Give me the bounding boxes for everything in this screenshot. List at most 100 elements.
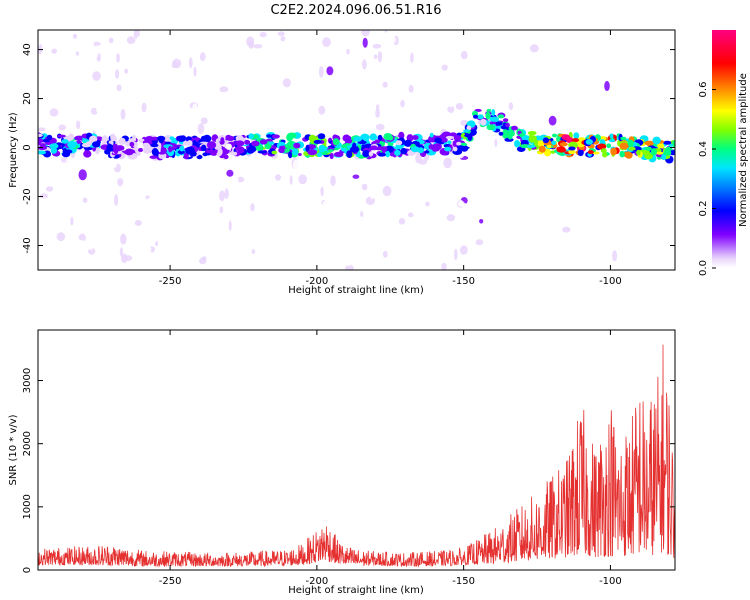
spectrogram-band-blob xyxy=(57,134,66,138)
spectrogram-band-blob xyxy=(577,149,584,157)
spectrogram-noise-blob xyxy=(318,66,324,78)
spectrogram-noise-blob xyxy=(123,218,133,223)
spectrogram-noise-blob xyxy=(45,186,54,192)
spectrogram-noise-blob xyxy=(188,57,193,69)
spectrogram-band-blob xyxy=(619,150,625,158)
spectrogram-x-tick-labels: -250 -200 -150 -100 xyxy=(159,276,622,287)
spectrogram-noise-blob xyxy=(199,257,207,265)
spectrogram-noise-blob xyxy=(43,164,49,171)
spectrogram-frame xyxy=(37,29,676,271)
spectrogram-noise-blob xyxy=(86,200,91,207)
spectrogram-band-blob xyxy=(168,145,173,153)
spectrogram-noise-blob xyxy=(441,175,448,183)
spectrogram-band-blob xyxy=(288,151,293,159)
spectrogram-noise-blob xyxy=(114,39,119,48)
spectrogram-noise-blob xyxy=(379,239,387,249)
colorbar: 0.0 0.2 0.4 0.6 Normalized spectral amplitu… xyxy=(698,30,749,276)
spectrogram-noise-blob xyxy=(198,30,206,43)
spectrogram-band-blob xyxy=(568,149,576,155)
spectrogram-noise-blob xyxy=(449,171,458,178)
snr-x-tick-label: -100 xyxy=(599,576,622,587)
spectrogram-band-blob xyxy=(268,141,275,145)
spectrogram-band-blob xyxy=(453,135,462,141)
spectrogram-noise-blob xyxy=(215,32,221,40)
spectrogram-band-blob xyxy=(106,144,114,152)
spectrogram-noise-blob xyxy=(367,84,375,94)
spectrogram-band-blob xyxy=(342,134,351,142)
spectrogram-noise-blob xyxy=(94,181,98,193)
spectrogram-noise-blob xyxy=(82,197,88,203)
spectrogram-band-blob xyxy=(255,144,264,152)
spectrogram-band-blob xyxy=(661,153,667,161)
spectrogram-band-blob xyxy=(377,153,386,157)
spectrogram-noise-blob xyxy=(318,175,327,181)
spectrogram-noise-blob xyxy=(320,186,324,197)
spectrogram-noise-blob xyxy=(261,97,265,103)
spectrogram-band-blob xyxy=(67,140,77,149)
spectrogram-x-axis-label: Height of straight line (km) xyxy=(288,285,424,296)
spectrogram-noise-blob xyxy=(84,230,92,238)
spectrogram-noise-blob xyxy=(562,226,571,233)
spectrogram-noise-blob xyxy=(117,177,124,187)
spectrogram-noise-blob xyxy=(459,58,465,69)
spectrogram-noise-blob xyxy=(58,124,66,131)
spectrogram-noise-blob xyxy=(38,43,43,55)
spectrogram-noise-blob xyxy=(389,219,394,228)
spectrogram-band-blob xyxy=(400,147,408,155)
spectrogram-noise-blob xyxy=(248,41,254,49)
spectrogram-noise-blob xyxy=(78,169,87,181)
spectrogram-band-blob xyxy=(278,147,285,153)
spectrogram-noise-blob xyxy=(391,241,395,246)
spectrogram-band-blob xyxy=(498,131,504,136)
spectrogram-band-blob xyxy=(587,150,594,155)
spectrogram-noise-blob xyxy=(470,168,479,181)
spectrogram-band-blob xyxy=(650,148,657,156)
spectrogram-band-blob xyxy=(149,155,158,159)
spectrogram-noise-blob xyxy=(199,52,206,62)
spectrogram-noise-blob xyxy=(148,165,157,175)
spectrogram-noise-blob xyxy=(99,166,104,173)
spectrogram-noise-blob xyxy=(219,190,225,202)
spectrogram-noise-blob xyxy=(578,48,586,58)
spectrogram-noise-blob xyxy=(265,111,272,117)
spectrogram-noise-blob xyxy=(168,32,176,41)
spectrogram-noise-blob xyxy=(120,108,126,120)
spectrogram-band-blob xyxy=(352,142,357,151)
spectrogram-noise-blob xyxy=(110,116,116,126)
spectrogram-noise-blob xyxy=(141,102,147,113)
spectrogram-band-blob xyxy=(485,111,491,120)
spectrogram-noise-blob xyxy=(107,30,114,40)
spectrogram-noise-blob xyxy=(50,206,55,213)
spectrogram-noise-blob xyxy=(382,96,390,104)
spectrogram-band-blob xyxy=(519,133,526,137)
spectrogram-noise-blob xyxy=(252,87,257,93)
spectrogram-noise-blob xyxy=(358,216,364,224)
spectrogram-noise-blob xyxy=(376,104,380,112)
spectrogram-band-blob xyxy=(217,148,223,156)
spectrogram-noise-blob xyxy=(213,247,219,260)
spectrogram-noise-blob xyxy=(289,175,293,185)
spectrogram-noise-blob xyxy=(404,124,410,136)
spectrogram-band-blob xyxy=(600,148,607,154)
snr-series-line xyxy=(38,344,675,568)
spectrogram-noise-blob xyxy=(422,90,432,102)
spectrogram-band-blob xyxy=(266,134,273,138)
spectrogram-band-blob xyxy=(346,150,353,159)
spectrogram-noise-blob xyxy=(211,63,216,71)
spectrogram-noise-blob xyxy=(345,78,353,85)
spectrogram-band-blob xyxy=(206,141,217,149)
spectrogram-band-blob xyxy=(152,149,160,156)
spectrogram-noise-blob xyxy=(529,117,535,124)
spectrogram-noise-blob xyxy=(107,44,113,55)
spectrogram-band-blob xyxy=(380,146,388,152)
spectrogram-band-blob xyxy=(318,144,326,153)
spectrogram-noise-blob xyxy=(161,72,167,84)
spectrogram-noise-blob xyxy=(443,157,452,169)
spectrogram-noise-blob xyxy=(447,105,455,114)
spectrogram-noise-blob xyxy=(267,210,275,222)
spectrogram-band-blob xyxy=(433,147,440,152)
spectrogram-noise-blob xyxy=(268,59,272,68)
spectrogram-noise-blob xyxy=(379,93,384,99)
spectrogram-band-blob xyxy=(452,140,458,148)
spectrogram-noise-blob xyxy=(382,258,390,266)
